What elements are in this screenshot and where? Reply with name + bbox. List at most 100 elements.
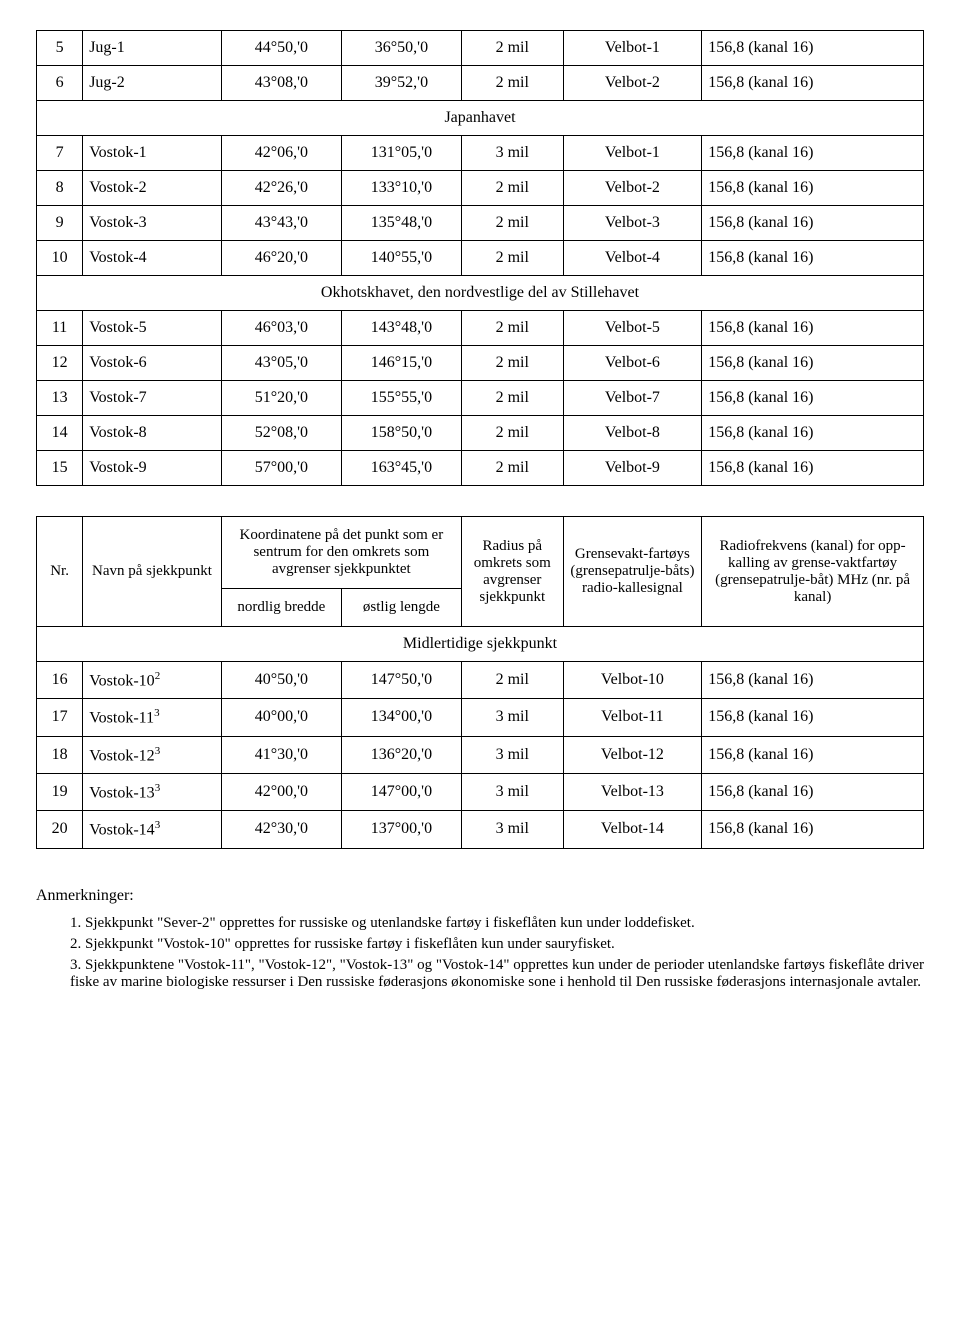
- table-row: 13Vostok-751°20,'0155°55,'02 milVelbot-7…: [37, 381, 924, 416]
- cell-signal: Velbot-3: [563, 206, 702, 241]
- cell-lon: 36°50,'0: [341, 31, 461, 66]
- table-row: 14Vostok-852°08,'0158°50,'02 milVelbot-8…: [37, 416, 924, 451]
- cell-name: Vostok-123: [83, 736, 222, 773]
- cell-lat: 46°20,'0: [221, 241, 341, 276]
- table-row: 20Vostok-14342°30,'0137°00,'03 milVelbot…: [37, 811, 924, 848]
- cell-lat: 43°43,'0: [221, 206, 341, 241]
- table-row: 6Jug-243°08,'039°52,'02 milVelbot-2156,8…: [37, 66, 924, 101]
- cell-freq: 156,8 (kanal 16): [702, 66, 924, 101]
- hdr-radius: Radius på omkrets som avgrenser sjekkpun…: [461, 517, 563, 627]
- cell-lat: 42°00,'0: [221, 773, 341, 810]
- cell-radius: 3 mil: [461, 699, 563, 736]
- cell-signal: Velbot-14: [563, 811, 702, 848]
- table-row: 11Vostok-546°03,'0143°48,'02 milVelbot-5…: [37, 311, 924, 346]
- cell-radius: 2 mil: [461, 311, 563, 346]
- cell-nr: 18: [37, 736, 83, 773]
- cell-freq: 156,8 (kanal 16): [702, 451, 924, 486]
- cell-radius: 3 mil: [461, 811, 563, 848]
- cell-name: Jug-2: [83, 66, 222, 101]
- cell-nr: 6: [37, 66, 83, 101]
- cell-freq: 156,8 (kanal 16): [702, 136, 924, 171]
- cell-name: Vostok-102: [83, 662, 222, 699]
- table-row: 5Jug-144°50,'036°50,'02 milVelbot-1156,8…: [37, 31, 924, 66]
- hdr-nr: Nr.: [37, 517, 83, 627]
- cell-lat: 51°20,'0: [221, 381, 341, 416]
- table-row: 9Vostok-343°43,'0135°48,'02 milVelbot-31…: [37, 206, 924, 241]
- cell-freq: 156,8 (kanal 16): [702, 241, 924, 276]
- cell-lon: 39°52,'0: [341, 66, 461, 101]
- cell-lon: 146°15,'0: [341, 346, 461, 381]
- cell-signal: Velbot-11: [563, 699, 702, 736]
- cell-lon: 163°45,'0: [341, 451, 461, 486]
- cell-name: Vostok-6: [83, 346, 222, 381]
- note-item: 1. Sjekkpunkt "Sever-2" opprettes for ru…: [70, 915, 924, 932]
- cell-nr: 10: [37, 241, 83, 276]
- cell-nr: 13: [37, 381, 83, 416]
- cell-radius: 2 mil: [461, 381, 563, 416]
- cell-radius: 2 mil: [461, 171, 563, 206]
- cell-radius: 3 mil: [461, 773, 563, 810]
- cell-radius: 2 mil: [461, 66, 563, 101]
- cell-nr: 7: [37, 136, 83, 171]
- section-heading: Okhotskhavet, den nordvestlige del av St…: [37, 276, 924, 311]
- cell-name: Vostok-7: [83, 381, 222, 416]
- cell-name: Jug-1: [83, 31, 222, 66]
- table-row: 8Vostok-242°26,'0133°10,'02 milVelbot-21…: [37, 171, 924, 206]
- cell-nr: 16: [37, 662, 83, 699]
- cell-name: Vostok-9: [83, 451, 222, 486]
- cell-lat: 52°08,'0: [221, 416, 341, 451]
- cell-radius: 2 mil: [461, 662, 563, 699]
- cell-freq: 156,8 (kanal 16): [702, 736, 924, 773]
- cell-freq: 156,8 (kanal 16): [702, 206, 924, 241]
- table-row: 10Vostok-446°20,'0140°55,'02 milVelbot-4…: [37, 241, 924, 276]
- cell-lon: 147°00,'0: [341, 773, 461, 810]
- cell-lon: 134°00,'0: [341, 699, 461, 736]
- note-item: 2. Sjekkpunkt "Vostok-10" opprettes for …: [70, 936, 924, 953]
- table-row: 19Vostok-13342°00,'0147°00,'03 milVelbot…: [37, 773, 924, 810]
- cell-name: Vostok-143: [83, 811, 222, 848]
- hdr-freq: Radiofrekvens (kanal) for opp-kalling av…: [702, 517, 924, 627]
- notes-heading: Anmerkninger:: [36, 887, 924, 905]
- cell-freq: 156,8 (kanal 16): [702, 699, 924, 736]
- cell-name: Vostok-113: [83, 699, 222, 736]
- cell-freq: 156,8 (kanal 16): [702, 811, 924, 848]
- cell-nr: 17: [37, 699, 83, 736]
- cell-radius: 2 mil: [461, 451, 563, 486]
- cell-lon: 140°55,'0: [341, 241, 461, 276]
- cell-lon: 137°00,'0: [341, 811, 461, 848]
- hdr-lon: østlig lengde: [341, 589, 461, 627]
- cell-freq: 156,8 (kanal 16): [702, 381, 924, 416]
- cell-nr: 8: [37, 171, 83, 206]
- cell-radius: 3 mil: [461, 736, 563, 773]
- cell-lat: 40°50,'0: [221, 662, 341, 699]
- cell-name: Vostok-4: [83, 241, 222, 276]
- table-checkpoints-1: 5Jug-144°50,'036°50,'02 milVelbot-1156,8…: [36, 30, 924, 486]
- cell-name: Vostok-5: [83, 311, 222, 346]
- cell-nr: 19: [37, 773, 83, 810]
- cell-nr: 20: [37, 811, 83, 848]
- cell-signal: Velbot-7: [563, 381, 702, 416]
- cell-signal: Velbot-2: [563, 66, 702, 101]
- cell-name: Vostok-8: [83, 416, 222, 451]
- cell-lat: 42°26,'0: [221, 171, 341, 206]
- cell-name: Vostok-1: [83, 136, 222, 171]
- cell-freq: 156,8 (kanal 16): [702, 416, 924, 451]
- cell-lon: 143°48,'0: [341, 311, 461, 346]
- cell-radius: 2 mil: [461, 31, 563, 66]
- cell-lat: 42°30,'0: [221, 811, 341, 848]
- cell-lon: 155°55,'0: [341, 381, 461, 416]
- cell-signal: Velbot-2: [563, 171, 702, 206]
- cell-nr: 15: [37, 451, 83, 486]
- cell-nr: 14: [37, 416, 83, 451]
- cell-lon: 133°10,'0: [341, 171, 461, 206]
- hdr-lat: nordlig bredde: [221, 589, 341, 627]
- note-item: 3. Sjekkpunktene "Vostok-11", "Vostok-12…: [70, 957, 924, 991]
- cell-lat: 41°30,'0: [221, 736, 341, 773]
- cell-lon: 147°50,'0: [341, 662, 461, 699]
- table-checkpoints-2: Nr. Navn på sjekkpunkt Koordinatene på d…: [36, 516, 924, 849]
- cell-name: Vostok-3: [83, 206, 222, 241]
- cell-freq: 156,8 (kanal 16): [702, 773, 924, 810]
- hdr-coord: Koordinatene på det punkt som er sentrum…: [221, 517, 461, 589]
- cell-signal: Velbot-8: [563, 416, 702, 451]
- cell-signal: Velbot-13: [563, 773, 702, 810]
